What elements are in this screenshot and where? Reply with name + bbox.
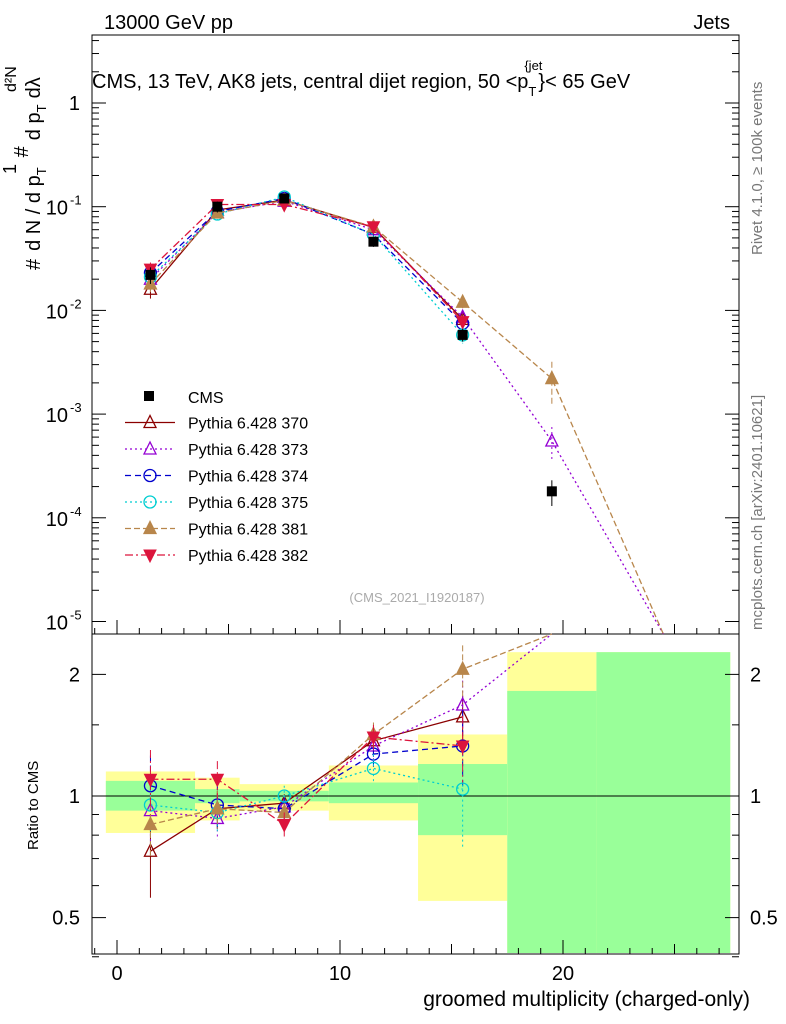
cms-data-point [546, 486, 557, 497]
x-axis-label: groomed multiplicity (charged-only) [423, 988, 750, 1011]
y-tick-exponent-3: -3 [70, 400, 82, 415]
y-tick-exponent-1: -1 [70, 193, 82, 208]
series-point-ratio [455, 660, 470, 675]
y-axis-label-main: #d N / d pT#d pTdλ 1 d²N [0, 66, 49, 270]
y-axis-label-ratio: Ratio to CMS [25, 761, 42, 850]
ratio-uncertainty-bands [105, 652, 731, 953]
plot-title-sup: {jet [524, 58, 542, 73]
ratio-y-tick-label-right-1: 1 [750, 786, 761, 808]
y-tick-label-exp-2: 10 [46, 301, 68, 323]
series-line-ratio [150, 633, 553, 826]
series-line-main [149, 203, 464, 323]
ratio-band-inner-6 [596, 652, 731, 953]
series-point-ratio [277, 819, 292, 833]
legend-marker-cms [144, 391, 154, 401]
ratio-y-tick-label-0.5: 0.5 [52, 908, 80, 930]
x-tick-label-10: 10 [329, 963, 351, 985]
cms-data-point [457, 329, 468, 340]
series-point-main [544, 432, 559, 447]
series-point-ratio [210, 773, 225, 788]
legend-label-0: Pythia 6.428 370 [188, 416, 308, 433]
plot-title-main: CMS, 13 TeV, AK8 jets, central dijet reg… [92, 71, 528, 93]
series-point-ratio [455, 740, 470, 755]
series-point-ratio [143, 773, 158, 788]
legend-label-1: Pythia 6.428 373 [188, 442, 308, 459]
series-point-main [455, 293, 470, 308]
rivet-version-label: Rivet 4.1.0, ≥ 100k events [749, 82, 766, 255]
y-tick-exponent-4: -4 [70, 504, 82, 519]
cms-data-point [368, 236, 379, 247]
y-tick-label-exp-5: 10 [46, 613, 68, 635]
plot-frames [91, 34, 740, 955]
series-point-ratio [143, 842, 158, 857]
series-line-main [149, 199, 464, 320]
series-point-ratio [277, 789, 291, 803]
y-tick-label-exp-1: 10 [46, 198, 68, 220]
y-tick-exponent-2: -2 [70, 296, 82, 311]
ratio-y-tick-label-right-2: 2 [750, 664, 761, 686]
ratio-y-tick-label-1: 1 [69, 786, 80, 808]
main-plot-frame [91, 34, 740, 635]
series-point-ratio [210, 800, 225, 815]
series-point-ratio [455, 696, 470, 711]
series-line-ratio [150, 745, 463, 810]
y-axis-label-main-d2n: d²N [3, 66, 20, 92]
legend-marker-5 [143, 549, 157, 564]
ratio-y-tick-label-right-0.5: 0.5 [750, 908, 778, 930]
series-point-main [366, 221, 381, 235]
series-point-ratio [143, 816, 158, 831]
legend-marker-4 [142, 520, 158, 535]
series-point-main [455, 316, 470, 330]
series-point-ratio [366, 731, 381, 746]
legend-marker-0 [142, 414, 158, 429]
cms-data-point [145, 269, 156, 280]
legend-label-cms: CMS [188, 390, 224, 407]
cms-data-point [212, 201, 223, 212]
mcplots-label: mcplots.cern.ch [arXiv:2401.10621] [749, 395, 766, 630]
series-line-ratio [150, 633, 553, 820]
legend-marker-2 [143, 468, 157, 483]
legend-label-3: Pythia 6.428 375 [188, 495, 308, 512]
ratio-band-inner-5 [507, 690, 597, 953]
legend-label-5: Pythia 6.428 382 [188, 548, 308, 565]
series-point-main [544, 370, 559, 385]
series-line-main [150, 196, 464, 336]
legend: CMS Pythia 6.428 370 Pythia 6.428 373 Pythi… [125, 390, 308, 565]
energy-label: 13000 GeV pp [104, 12, 233, 34]
y-tick-label-exp-3: 10 [46, 405, 68, 427]
y-axis-label-main-text: #d N / d pT#d pTdλ [11, 77, 49, 270]
plot-title-tail: }< 65 GeV [538, 71, 630, 93]
plot-title: CMS, 13 TeV, AK8 jets, central dijet reg… [92, 58, 631, 99]
plot-title-sub: T [528, 84, 536, 99]
y-tick-label-exp-4: 10 [46, 509, 68, 531]
series-layer [143, 190, 664, 898]
analysis-id-label: (CMS_2021_I1920187) [349, 590, 484, 605]
ratio-y-tick-label-2: 2 [69, 664, 80, 686]
y-axis-label-main-numerator: 1 [0, 164, 20, 174]
y-tick-exponent-5: -5 [70, 608, 82, 623]
series-line-main [150, 197, 464, 324]
x-tick-label-20: 20 [552, 963, 574, 985]
series-point-ratio [366, 761, 381, 776]
legend-marker-1 [142, 440, 158, 455]
x-tick-label-0: 0 [111, 963, 122, 985]
cms-data-point [279, 193, 290, 204]
legend-marker-3 [143, 495, 157, 509]
process-label: Jets [693, 12, 730, 34]
legend-label-4: Pythia 6.428 381 [188, 522, 308, 539]
ratio-plot-frame [91, 633, 740, 955]
y-tick-label-1: 1 [69, 93, 80, 115]
legend-label-2: Pythia 6.428 374 [188, 469, 308, 486]
series-cms-data [145, 193, 557, 506]
ratio-band-inner-3 [328, 782, 419, 804]
series-point-ratio [455, 782, 470, 796]
